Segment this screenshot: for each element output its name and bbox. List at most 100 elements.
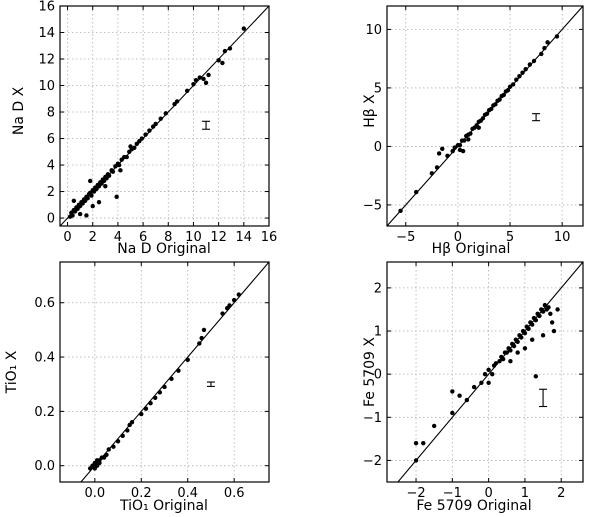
panel-3-points <box>413 302 560 463</box>
panel-2-points <box>87 292 242 471</box>
panel-1-point-35 <box>510 82 516 87</box>
panel-2-point-28 <box>201 327 207 333</box>
panel-1-point-7 <box>450 148 455 154</box>
panel-0-point-60 <box>206 72 211 78</box>
panel-3-point-21 <box>508 348 513 353</box>
panel-2-point-15 <box>125 428 130 433</box>
panel-3-point-15 <box>497 359 502 364</box>
panel-0-point-50 <box>158 116 163 121</box>
panel-1-point-41 <box>531 58 537 64</box>
panel-3-ylabel: Fe 5709 X <box>362 337 378 407</box>
panel-3-point-17 <box>500 356 506 362</box>
panel-0-point-55 <box>191 81 196 87</box>
panel-3-point-8 <box>471 384 477 390</box>
panel-0-ytick-label-4: 8 <box>47 106 55 121</box>
panel-2-point-29 <box>220 311 225 316</box>
panel-3-ytick-label-1: −1 <box>363 411 382 426</box>
panel-2-xtick-label-3: 0.6 <box>224 486 245 501</box>
panel-3-point-46 <box>529 337 535 342</box>
panel-0-ytick-label-7: 14 <box>38 26 55 41</box>
panel-2-point-35 <box>94 460 100 466</box>
panel-0-point-45 <box>139 136 145 141</box>
panel-tio1: 0.0 0.2 0.4 0.6 0.0 0.2 0.4 0.6 <box>34 261 270 501</box>
panel-3-point-23 <box>511 343 517 349</box>
panel-1-xtick-label-1: 0 <box>454 230 462 245</box>
panel-3-point-11 <box>486 367 491 373</box>
panel-1-point-42 <box>539 51 544 57</box>
panel-3-point-52 <box>508 359 513 364</box>
panel-0-point-65 <box>241 26 247 31</box>
panel-2-xlabel: TiO₁ Original <box>119 498 208 514</box>
panel-3-point-25 <box>515 339 520 345</box>
panel-0-point-62 <box>220 60 225 66</box>
panel-3-point-3 <box>431 423 437 429</box>
panel-3-identity-line <box>397 262 583 482</box>
panel-0-xtick-label-0: 0 <box>63 230 71 245</box>
panel-0-ylabel: Na D X <box>11 86 27 135</box>
panel-0-point-66 <box>84 213 89 218</box>
panel-3-point-51 <box>533 374 539 379</box>
panel-3-point-31 <box>526 326 531 332</box>
panel-2-point-18 <box>143 406 149 411</box>
panel-3-point-37 <box>537 313 542 319</box>
panel-3-xtick-label-0: −2 <box>406 486 425 501</box>
panel-0-ytick-label-2: 4 <box>47 159 55 174</box>
panel-0-point-2 <box>70 213 75 218</box>
panel-fe5709: −2 −1 0 1 2 −2 −1 0 1 2 <box>363 261 584 501</box>
panel-2-point-34 <box>92 466 98 471</box>
panel-2-point-33 <box>236 292 242 297</box>
panel-1-point-39 <box>523 66 528 72</box>
panel-0-xtick-label-2: 4 <box>114 230 122 245</box>
panel-0-points <box>67 26 247 219</box>
panel-1-point-40 <box>527 62 533 67</box>
panel-2-point-36 <box>127 422 132 428</box>
panel-3-xtick-label-4: 2 <box>557 486 565 501</box>
panel-0-point-36 <box>116 162 122 168</box>
panel-3-xtick-label-3: 1 <box>521 486 529 501</box>
panel-1-point-2 <box>429 171 435 176</box>
panel-3-point-49 <box>555 307 560 312</box>
panel-3-ytick-label-0: −2 <box>363 454 382 469</box>
panel-3-xlabel: Fe 5709 Original <box>416 498 531 514</box>
panel-3-frame <box>386 261 584 483</box>
panel-0-xtick-label-7: 14 <box>236 230 253 245</box>
panel-1-xlabel: Hβ Original <box>432 241 511 257</box>
panel-0-point-68 <box>96 199 102 205</box>
panel-2-point-26 <box>197 341 202 346</box>
panel-1-point-45 <box>554 34 560 39</box>
panel-0-point-42 <box>132 145 137 151</box>
panel-0-xtick-label-3: 6 <box>139 230 147 245</box>
panel-2-point-21 <box>157 390 163 395</box>
panel-0-error-bar <box>202 120 211 130</box>
panel-0-point-72 <box>77 211 83 217</box>
panel-1-point-10 <box>457 143 463 148</box>
panel-3-point-33 <box>529 322 535 327</box>
panel-0-point-31 <box>106 173 112 178</box>
panel-0-xtick-label-4: 8 <box>164 230 172 245</box>
panel-1-point-15 <box>468 131 473 136</box>
panel-3-point-43 <box>548 311 553 316</box>
panel-0-point-39 <box>124 154 129 160</box>
panel-1-point-27 <box>493 102 498 107</box>
panel-0-point-63 <box>222 48 228 54</box>
panel-0-xtick-label-6: 12 <box>210 230 227 245</box>
panel-3-point-0 <box>413 440 419 446</box>
panel-3-point-5 <box>450 389 455 394</box>
panel-1-point-8 <box>452 145 457 150</box>
panel-0-point-70 <box>103 184 108 189</box>
panel-2-ytick-label-1: 0.2 <box>34 405 55 420</box>
panel-1-point-4 <box>436 151 442 156</box>
panel-2-point-25 <box>185 357 190 362</box>
panel-1-point-38 <box>520 70 525 75</box>
panel-3-point-27 <box>519 335 524 340</box>
panel-3-point-50 <box>540 333 546 338</box>
panel-2-point-23 <box>169 376 174 381</box>
panel-1-point-48 <box>476 125 481 130</box>
panel-1-points <box>398 34 560 213</box>
panel-2-point-14 <box>120 433 125 439</box>
panel-0-point-67 <box>90 203 95 209</box>
panel-3-xtick-label-2: 0 <box>484 486 492 501</box>
panel-1-point-1 <box>413 189 419 195</box>
panel-3-point-12 <box>490 371 495 377</box>
